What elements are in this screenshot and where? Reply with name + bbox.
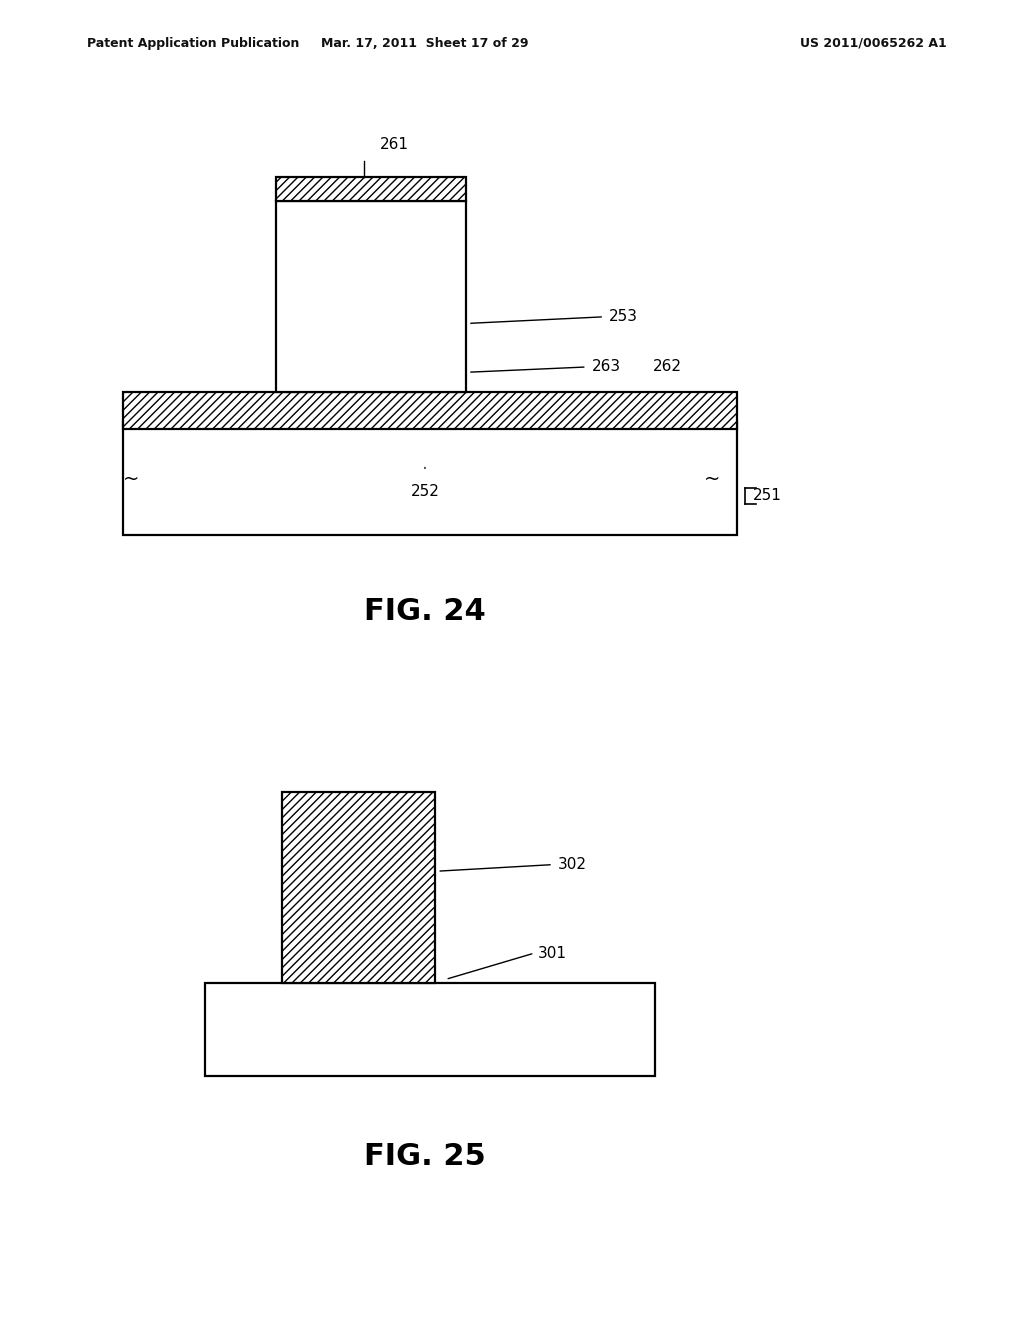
- Text: 261: 261: [380, 137, 409, 152]
- Text: FIG. 24: FIG. 24: [365, 597, 485, 626]
- Text: 262: 262: [653, 359, 682, 375]
- Text: 251: 251: [753, 487, 781, 503]
- Text: Mar. 17, 2011  Sheet 17 of 29: Mar. 17, 2011 Sheet 17 of 29: [322, 37, 528, 50]
- Text: US 2011/0065262 A1: US 2011/0065262 A1: [801, 37, 947, 50]
- Bar: [282, 792, 435, 983]
- Bar: [123, 392, 737, 429]
- Text: 263: 263: [592, 359, 621, 375]
- Text: ~: ~: [123, 470, 139, 488]
- Bar: [205, 983, 655, 1076]
- Bar: [276, 201, 466, 392]
- Text: FIG. 25: FIG. 25: [365, 1142, 485, 1171]
- Bar: [276, 177, 466, 201]
- Bar: [123, 422, 737, 535]
- Text: ~: ~: [703, 470, 720, 488]
- Text: 253: 253: [609, 309, 638, 325]
- Text: 302: 302: [558, 857, 587, 873]
- Text: Patent Application Publication: Patent Application Publication: [87, 37, 299, 50]
- Text: 301: 301: [538, 945, 566, 961]
- Text: 252: 252: [411, 484, 439, 499]
